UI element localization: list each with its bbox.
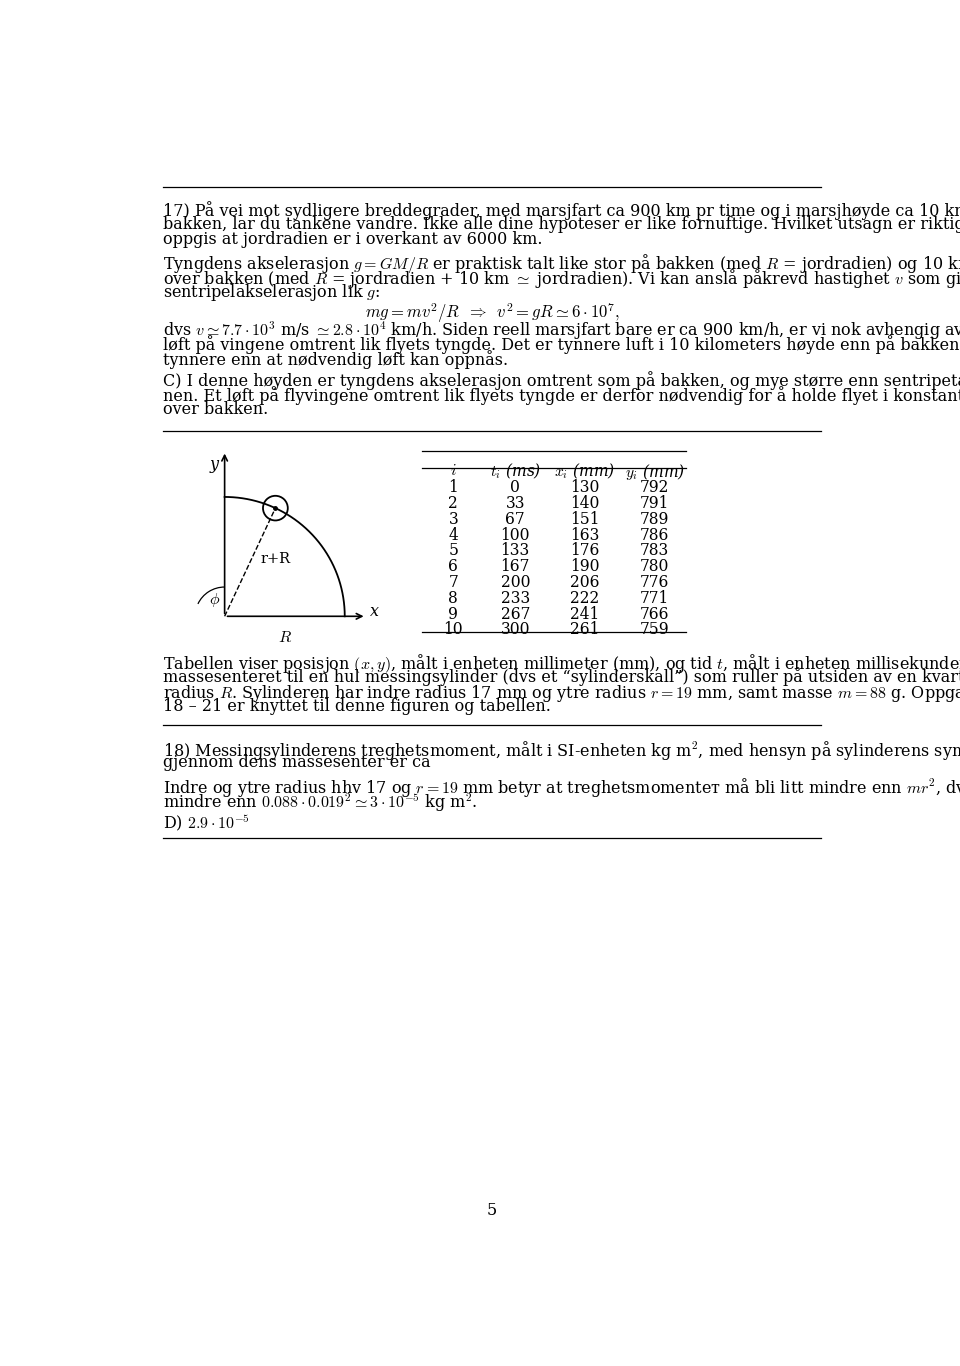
Text: Tabellen viser posisjon $(x, y)$, målt i enheten millimeter (mm), og tid $t$, må: Tabellen viser posisjon $(x, y)$, målt i…: [162, 653, 960, 675]
Text: 0: 0: [511, 479, 520, 496]
Text: 789: 789: [640, 511, 669, 527]
Text: 300: 300: [500, 622, 530, 638]
Text: Tyngdens akselerasjon $g = GM/R$ er praktisk talt like stor på bakken (med $R$ =: Tyngdens akselerasjon $g = GM/R$ er prak…: [162, 253, 960, 275]
Text: x: x: [370, 604, 378, 620]
Text: Indre og ytre radius hhv 17 og $r = 19$ mm betyr at treghetsmomentет må bli litt: Indre og ytre radius hhv 17 og $r = 19$ …: [162, 776, 960, 799]
Text: 163: 163: [570, 526, 600, 544]
Text: 2: 2: [448, 494, 458, 512]
Text: 130: 130: [570, 479, 600, 496]
Text: radius $R$. Sylinderen har indre radius 17 mm og ytre radius $r = 19$ mm, samt m: radius $R$. Sylinderen har indre radius …: [162, 683, 960, 703]
Text: D) $2.9 \cdot 10^{-5}$: D) $2.9 \cdot 10^{-5}$: [162, 814, 250, 835]
Text: 792: 792: [640, 479, 669, 496]
Text: 5: 5: [448, 542, 458, 559]
Text: 190: 190: [570, 559, 600, 575]
Text: oppgis at jordradien er i overkant av 6000 km.: oppgis at jordradien er i overkant av 60…: [162, 231, 542, 247]
Text: $t_i$ (ms): $t_i$ (ms): [490, 462, 540, 481]
Text: 783: 783: [640, 542, 669, 559]
Text: 18) Messingsylinderens treghetsmoment, målt i SI-enheten kg m$^2$, med hensyn på: 18) Messingsylinderens treghetsmoment, m…: [162, 739, 960, 762]
Text: 261: 261: [570, 622, 600, 638]
Text: nen. Et løft på flyvingene omtrent lik flyets tyngde er derfor nødvendig for å h: nen. Et løft på flyvingene omtrent lik f…: [162, 387, 960, 404]
Text: sentripelakselerasjon lik $g$:: sentripelakselerasjon lik $g$:: [162, 283, 380, 303]
Text: 17) På vei mot sydligere breddegrader, med marsjfart ca 900 km pr time og i mars: 17) På vei mot sydligere breddegrader, m…: [162, 201, 960, 220]
Text: 791: 791: [640, 494, 669, 512]
Text: 100: 100: [500, 526, 530, 544]
Text: 151: 151: [570, 511, 600, 527]
Text: 33: 33: [506, 494, 525, 512]
Text: over bakken (med $R$ = jordradien + 10 km $\simeq$ jordradien). Vi kan anslå påk: over bakken (med $R$ = jordradien + 10 k…: [162, 268, 960, 290]
Text: massesenteret til en hul messingsylinder (dvs et “sylinderskall”) som ruller på : massesenteret til en hul messingsylinder…: [162, 668, 960, 686]
Text: 267: 267: [500, 605, 530, 623]
Text: 10: 10: [444, 622, 463, 638]
Text: bakken, lar du tankene vandre. Ikke alle dine hypoteser er like fornuftige. Hvil: bakken, lar du tankene vandre. Ikke alle…: [162, 216, 960, 232]
Text: tynnere enn at nødvendig løft kan oppnås.: tynnere enn at nødvendig løft kan oppnås…: [162, 350, 508, 369]
Text: $x_i$ (mm): $x_i$ (mm): [554, 462, 615, 481]
Text: $mg = mv^2/R \;\;\Rightarrow\;\; v^2 = gR \simeq 6 \cdot 10^7,$: $mg = mv^2/R \;\;\Rightarrow\;\; v^2 = g…: [365, 301, 619, 325]
Text: dvs $v \simeq 7.7 \cdot 10^3$ m/s $\simeq 2.8 \cdot 10^4$ km/h. Siden reell mars: dvs $v \simeq 7.7 \cdot 10^3$ m/s $\sime…: [162, 320, 960, 343]
Text: 6: 6: [448, 559, 458, 575]
Text: $i$: $i$: [450, 462, 457, 478]
Text: over bakken.: over bakken.: [162, 402, 268, 418]
Text: y: y: [209, 456, 219, 473]
Text: 140: 140: [570, 494, 600, 512]
Text: 776: 776: [640, 574, 669, 591]
Text: $\phi$: $\phi$: [208, 591, 220, 609]
Text: 200: 200: [500, 574, 530, 591]
Text: 786: 786: [640, 526, 669, 544]
Text: 7: 7: [448, 574, 458, 591]
Text: 176: 176: [570, 542, 600, 559]
Text: mindre enn $0.088 \cdot 0.019^2 \simeq 3 \cdot 10^{-5}$ kg m$^2$.: mindre enn $0.088 \cdot 0.019^2 \simeq 3…: [162, 791, 477, 814]
Text: 3: 3: [448, 511, 458, 527]
Text: 5: 5: [487, 1202, 497, 1218]
Text: 771: 771: [640, 590, 669, 607]
Text: $y_i$ (mm): $y_i$ (mm): [625, 462, 684, 482]
Text: 206: 206: [570, 574, 600, 591]
Text: 18 – 21 er knyttet til denne figuren og tabellen.: 18 – 21 er knyttet til denne figuren og …: [162, 698, 550, 714]
Text: 8: 8: [448, 590, 458, 607]
Text: 233: 233: [500, 590, 530, 607]
Text: 67: 67: [505, 511, 525, 527]
Text: 766: 766: [640, 605, 669, 623]
Text: gjennom dens massesenter er ca: gjennom dens massesenter er ca: [162, 754, 430, 770]
Text: 780: 780: [640, 559, 669, 575]
Text: 222: 222: [570, 590, 600, 607]
Text: C) I denne høyden er tyngdens akselerasjon omtrent som på bakken, og mye større : C) I denne høyden er tyngdens akselerasj…: [162, 372, 960, 389]
Text: 9: 9: [448, 605, 458, 623]
Text: $R$: $R$: [277, 628, 292, 646]
Text: 1: 1: [448, 479, 458, 496]
Text: r+R: r+R: [261, 552, 291, 566]
Text: 167: 167: [500, 559, 530, 575]
Text: 4: 4: [448, 526, 458, 544]
Text: 133: 133: [500, 542, 530, 559]
Text: løft på vingene omtrent lik flyets tyngde. Det er tynnere luft i 10 kilometers h: løft på vingene omtrent lik flyets tyngd…: [162, 335, 960, 354]
Text: 241: 241: [570, 605, 600, 623]
Text: 759: 759: [640, 622, 669, 638]
